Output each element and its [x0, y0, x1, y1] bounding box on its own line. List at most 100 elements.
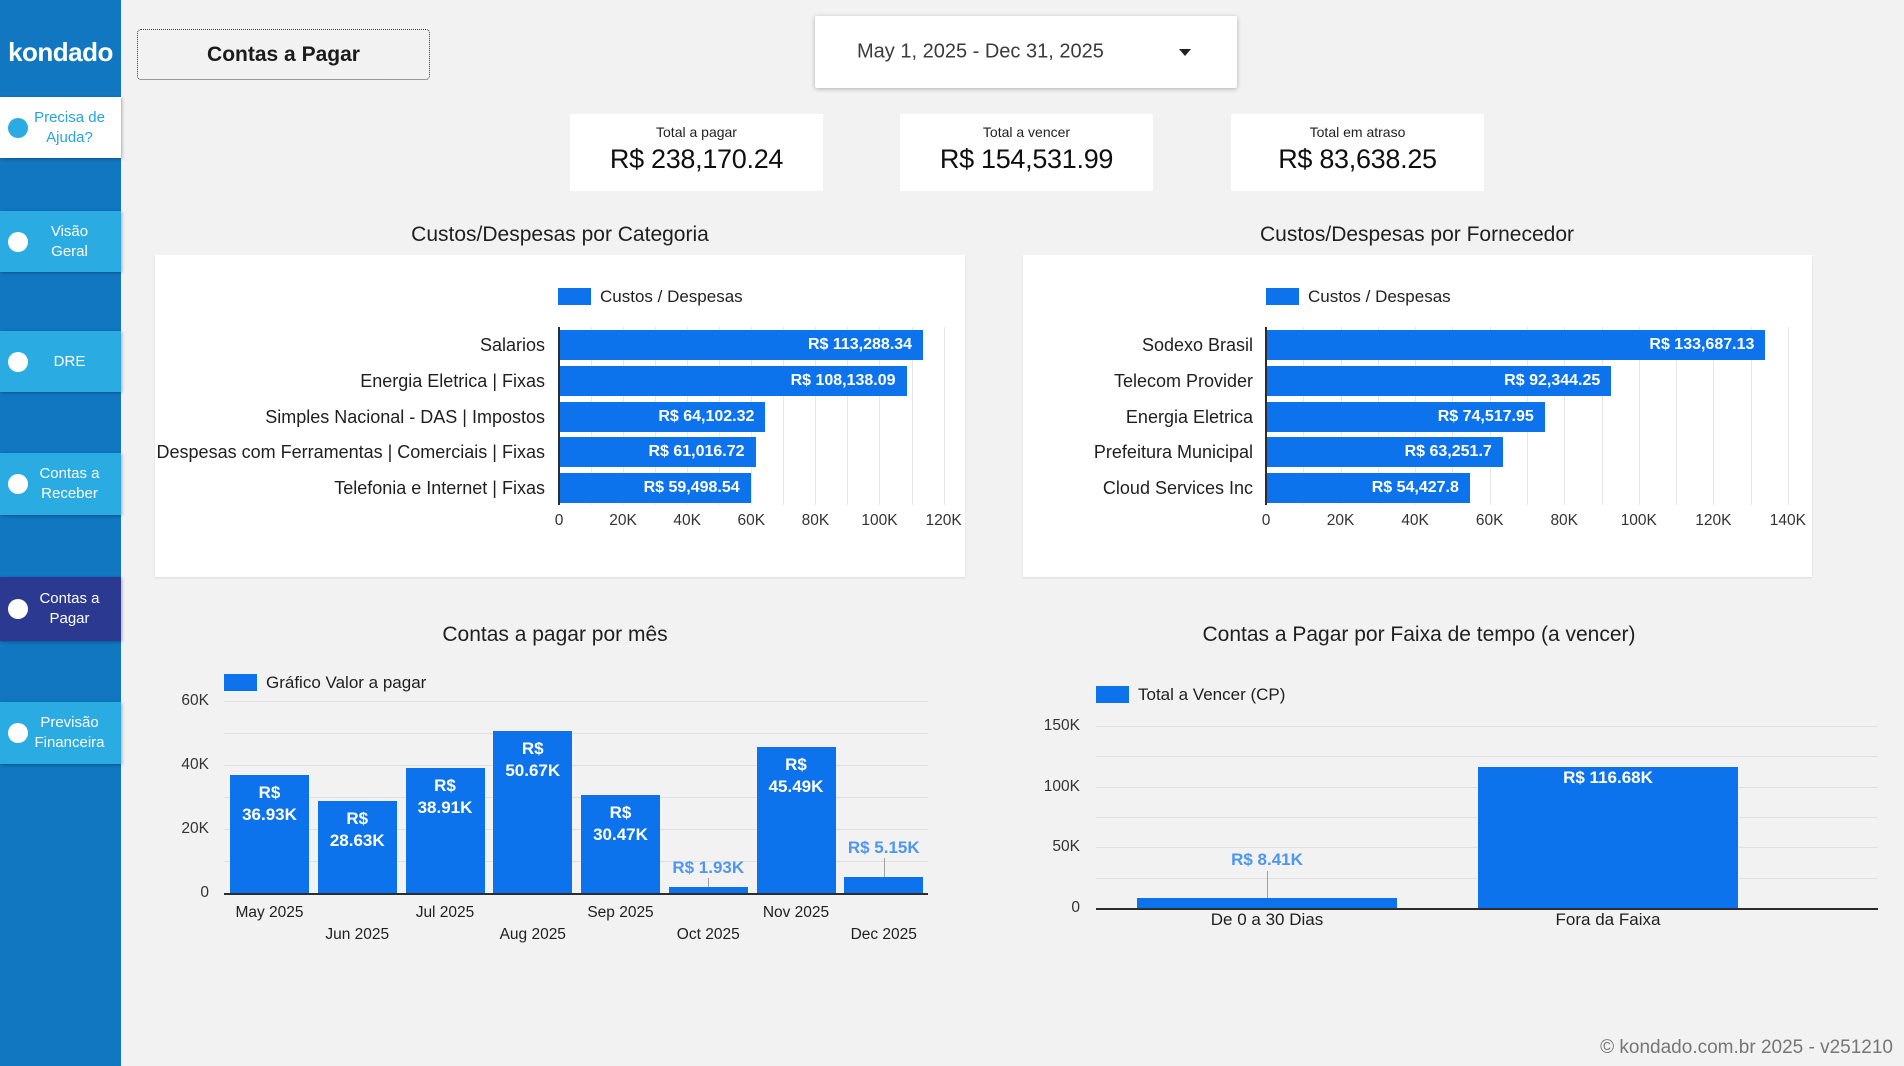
x-tick-label: 80K — [1550, 512, 1579, 529]
sidebar-item-dre[interactable]: DRE — [0, 331, 121, 392]
x-tick-label: 60K — [1475, 512, 1504, 529]
grid-line — [1526, 327, 1528, 505]
grid-line — [751, 327, 753, 505]
bar-value-label: R$ 63,251.7 — [1404, 443, 1492, 461]
bar[interactable] — [405, 768, 485, 893]
grid-line — [1096, 847, 1878, 849]
bar-value-label: R$ 59,498.54 — [643, 479, 740, 497]
x-category-label: Oct 2025 — [676, 926, 740, 943]
y-tick-label: 0 — [1071, 899, 1080, 916]
grid-line — [1787, 327, 1789, 505]
x-axis-line — [1096, 908, 1878, 910]
bar-value-label: R$ 133,687.13 — [1649, 336, 1755, 353]
label-stem-line — [883, 858, 885, 877]
scorecard-total-a-vencer: Total a vencer R$ 154,531.99 — [900, 114, 1153, 191]
sidebar-item-contas-a-receber[interactable]: Contas a Receber — [0, 453, 121, 515]
grid-line — [1601, 327, 1603, 505]
legend-swatch — [1096, 686, 1129, 703]
bar-value-label: R$ 74,517.95 — [1437, 407, 1534, 425]
date-range-value: May 1, 2025 - Dec 31, 2025 — [857, 40, 1104, 63]
bar[interactable] — [1267, 365, 1612, 396]
bar[interactable] — [581, 795, 660, 893]
grid-line — [655, 327, 657, 505]
grid-line — [1713, 327, 1715, 505]
category-label: Salarios — [479, 335, 545, 355]
grid-line — [847, 327, 849, 505]
category-label: Telefonia e Internet | Fixas — [334, 478, 545, 499]
sidebar-item-previsao-financeira[interactable]: Previsão Financeira — [0, 702, 121, 764]
grid-line — [1452, 327, 1454, 505]
sidebar-item-contas-a-pagar[interactable]: Contas a Pagar — [0, 577, 121, 641]
x-category-label: May 2025 — [235, 904, 304, 921]
x-category-label: Jun 2025 — [325, 926, 390, 943]
bar[interactable] — [560, 401, 766, 432]
bar[interactable] — [560, 473, 751, 504]
x-tick-label: 80K — [801, 512, 830, 529]
grid-line — [1096, 817, 1878, 819]
sidebar-item-label: Contas a Receber — [39, 465, 100, 502]
category-label: Energia Eletrica — [1125, 406, 1253, 427]
y-axis-line — [558, 327, 560, 505]
bar[interactable] — [1267, 437, 1503, 468]
grid-line — [224, 797, 928, 798]
bar[interactable] — [1478, 766, 1738, 908]
bar[interactable] — [844, 876, 924, 893]
x-category-label: De 0 a 30 Dias — [1210, 910, 1324, 929]
grid-line — [1096, 756, 1878, 758]
scorecard-title: Total em atraso — [1309, 124, 1406, 140]
x-tick-label: 0 — [1261, 512, 1271, 529]
chevron-down-icon — [1179, 49, 1191, 56]
bar[interactable] — [1267, 473, 1470, 504]
grid-line — [224, 861, 928, 862]
category-label: Despesas com Ferramentas | Comerciais | … — [156, 442, 545, 463]
scorecard-value: R$ 154,531.99 — [939, 144, 1114, 174]
x-tick-label: 120K — [1695, 512, 1732, 529]
page-title: Contas a Pagar — [207, 42, 360, 66]
bar[interactable] — [560, 330, 924, 360]
bar[interactable] — [560, 365, 907, 396]
bar[interactable] — [1267, 330, 1766, 360]
date-range-control[interactable]: May 1, 2025 - Dec 31, 2025 — [815, 16, 1237, 88]
bar[interactable] — [230, 774, 309, 893]
grid-line — [623, 327, 625, 505]
sidebar-item-visao-geral[interactable]: Visão Geral — [0, 211, 121, 272]
scorecard-value: R$ 83,638.25 — [1278, 144, 1437, 174]
bar[interactable] — [1267, 401, 1545, 432]
x-tick-label: 40K — [1401, 512, 1429, 529]
y-tick-label: 0 — [200, 884, 209, 901]
circle-icon — [8, 474, 28, 494]
footer-credit: © kondado.com.br 2025 - v251210 — [1600, 1037, 1893, 1058]
bar[interactable] — [493, 730, 573, 893]
app-logo[interactable]: kondado — [8, 37, 113, 67]
bar-value-label: R$ 5.15K — [847, 838, 920, 857]
x-tick-label: 40K — [673, 512, 701, 529]
grid-line — [1676, 327, 1678, 505]
bar-value-label: R$ 116.68K — [1563, 767, 1653, 787]
x-category-label: Dec 2025 — [850, 926, 917, 943]
grid-line — [1638, 327, 1640, 505]
chart-panel — [1023, 255, 1812, 577]
bar[interactable] — [560, 437, 756, 468]
circle-icon — [8, 723, 28, 743]
scorecard-total-em-atraso: Total em atraso R$ 83,638.25 — [1231, 114, 1484, 191]
bar[interactable] — [317, 801, 397, 893]
circle-icon — [8, 351, 28, 372]
y-tick-label: 60K — [181, 692, 209, 709]
x-category-label: Aug 2025 — [499, 926, 566, 943]
y-tick-label: 40K — [181, 756, 209, 773]
bar[interactable] — [668, 886, 748, 893]
y-tick-label: 20K — [181, 820, 209, 837]
grid-line — [1096, 726, 1878, 728]
bar[interactable] — [1137, 897, 1397, 908]
circle-icon — [8, 599, 28, 619]
sidebar-item-help[interactable]: Precisa de Ajuda? — [0, 97, 121, 158]
category-label: Energia Eletrica | Fixas — [360, 370, 545, 391]
x-category-label: Nov 2025 — [762, 904, 830, 921]
grid-line — [1415, 327, 1417, 505]
grid-line — [1340, 327, 1342, 505]
x-axis-line — [224, 893, 928, 895]
bar-value-label: R$ 30.47K — [593, 803, 648, 845]
bar[interactable] — [756, 747, 836, 893]
bar-value-label: R$ 108,138.09 — [790, 371, 896, 389]
x-tick-label: 140K — [1769, 512, 1806, 529]
